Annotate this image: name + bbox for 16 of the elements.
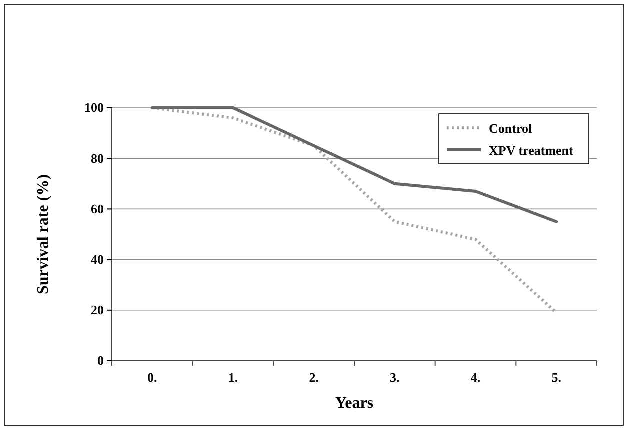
y-axis-title: Survival rate (%) — [35, 174, 52, 294]
legend-label: XPV treatment — [489, 143, 574, 158]
y-tick-label: 20 — [91, 302, 104, 318]
legend-label: Control — [489, 121, 532, 136]
y-tick-label: 100 — [84, 100, 104, 116]
y-tick-label: 40 — [91, 252, 104, 267]
x-tick-label: 5. — [552, 370, 562, 386]
y-tick-label: 60 — [91, 201, 104, 216]
x-tick-label: 2. — [309, 370, 319, 386]
x-tick-label: 4. — [470, 370, 481, 386]
y-tick-label: 0 — [98, 353, 104, 368]
x-tick-label: 1. — [228, 370, 238, 386]
x-axis-title: Years — [335, 395, 374, 412]
y-tick-label: 80 — [91, 150, 104, 166]
x-tick-label: 3. — [390, 370, 400, 386]
x-tick-label: 0. — [148, 370, 158, 386]
